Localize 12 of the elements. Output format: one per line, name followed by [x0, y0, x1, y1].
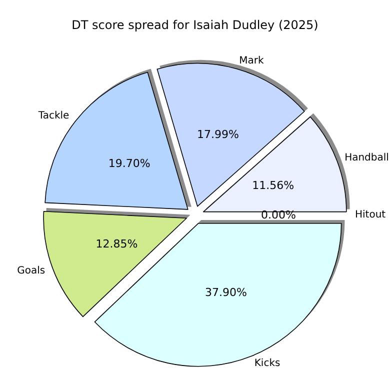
slice-label: Goals	[17, 265, 46, 276]
slice-label: Kicks	[254, 358, 280, 370]
slice-label: Mark	[239, 56, 264, 67]
data-label: 11.56%	[252, 178, 294, 192]
chart-title: DT score spread for Isaiah Dudley (2025)	[72, 18, 318, 32]
data-label: 17.99%	[197, 128, 239, 142]
category-label: Hitout	[355, 210, 386, 220]
slice-label: Tackle	[37, 110, 70, 122]
data-label: 19.70%	[108, 156, 150, 170]
slice-label: Handball	[344, 152, 389, 164]
data-label: 37.90%	[205, 286, 247, 300]
data-label: 12.85%	[96, 238, 138, 251]
